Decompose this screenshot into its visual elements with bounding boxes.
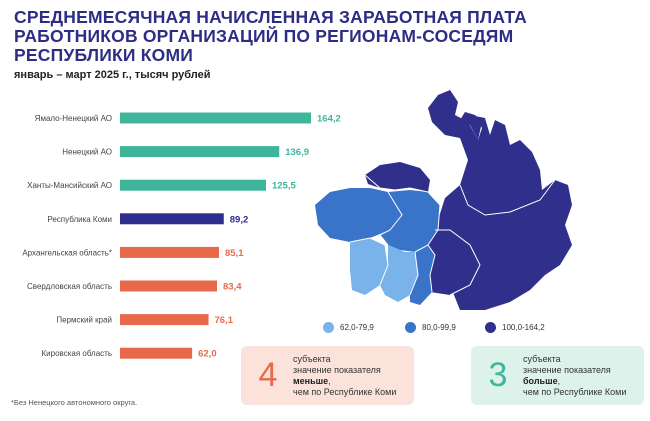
bar: [120, 146, 280, 158]
title-line-1: СРЕДНЕМЕСЯЧНАЯ НАЧИСЛЕННАЯ ЗАРАБОТНАЯ ПЛ…: [14, 7, 527, 27]
map-borders: [349, 174, 556, 296]
info-less-bold: меньше: [293, 375, 329, 386]
legend-item-high: 100,0-164,2: [485, 322, 545, 333]
map-region-khmao: [418, 230, 480, 295]
bar-chart: Ямало-Ненецкий АО 164,2 Ненецкий АО 136,9 Ха…: [22, 112, 341, 360]
title-line-2: РАБОТНИКОВ ОРГАНИЗАЦИЙ ПО РЕГИОНАМ-СОСЕД…: [14, 26, 514, 46]
data-label: 85,1: [225, 248, 244, 259]
info-more-text: субъекта значение показателя больше, чем…: [523, 353, 627, 397]
info-less-text: субъекта значение показателя меньше, чем…: [293, 353, 397, 397]
info-more-number: 3: [488, 356, 508, 394]
category-label: Свердловская область: [27, 282, 112, 291]
bar: [120, 347, 193, 359]
category-label: Ямало-Ненецкий АО: [35, 114, 112, 123]
data-label: 62,0: [198, 349, 217, 360]
category-label: Архангельская область*: [22, 248, 112, 257]
category-label: Республика Коми: [47, 215, 112, 224]
bar: [120, 213, 224, 225]
legend-dot-high: [485, 322, 496, 333]
data-label: 125,5: [272, 181, 296, 192]
data-label: 76,1: [215, 315, 234, 326]
legend-dot-low: [323, 322, 334, 333]
legend-label-low: 62,0-79,9: [340, 323, 374, 332]
category-label: Ханты-Мансийский АО: [27, 181, 112, 190]
bar: [120, 280, 218, 292]
bar: [120, 179, 266, 191]
map-region-komi: [380, 190, 440, 252]
chart-subtitle: январь – март 2025 г., тысяч рублей: [14, 69, 211, 81]
data-label: 83,4: [223, 282, 242, 293]
data-label: 89,2: [230, 214, 249, 225]
map-region-kirov: [350, 238, 388, 295]
bar: [120, 314, 209, 326]
legend-item-low: 62,0-79,9: [323, 322, 374, 333]
category-label: Кировская область: [42, 349, 113, 358]
chart-title: СРЕДНЕМЕСЯЧНАЯ НАЧИСЛЕННАЯ ЗАРАБОТНАЯ ПЛ…: [14, 8, 614, 65]
data-label: 136,9: [285, 147, 309, 158]
info-less-line2: значение показателя: [293, 364, 381, 375]
bar: [120, 246, 219, 258]
map-region-arkhangelsk: [315, 188, 405, 242]
data-label: 164,2: [317, 114, 341, 125]
info-less-line1: субъекта: [293, 353, 331, 364]
map-region-nenets: [365, 162, 430, 192]
map-region-gydan: [460, 112, 482, 140]
title-line-3: РЕСПУБЛИКИ КОМИ: [14, 45, 194, 65]
map-region-perm: [380, 245, 418, 302]
info-more-line4: чем по Республике Коми: [523, 386, 627, 397]
info-less-number: 4: [258, 356, 278, 394]
info-less-line4: чем по Республике Коми: [293, 386, 397, 397]
category-label: Ненецкий АО: [62, 148, 112, 157]
bar: [120, 112, 311, 124]
region-map: [315, 90, 572, 310]
legend-dot-mid: [405, 322, 416, 333]
info-more-line1: субъекта: [523, 353, 561, 364]
legend-label-mid: 80,0-99,9: [422, 323, 456, 332]
legend-label-high: 100,0-164,2: [502, 323, 545, 332]
info-more-bold: больше: [523, 375, 558, 386]
info-box-less: 4 субъекта значение показателя меньше, ч…: [241, 346, 414, 405]
legend-item-mid: 80,0-99,9: [405, 322, 456, 333]
footnote: *Без Ненецкого автономного округа.: [11, 398, 138, 407]
info-box-more: 3 субъекта значение показателя больше, ч…: [471, 346, 644, 405]
info-more-line2: значение показателя: [523, 364, 611, 375]
category-label: Пермский край: [56, 316, 112, 325]
